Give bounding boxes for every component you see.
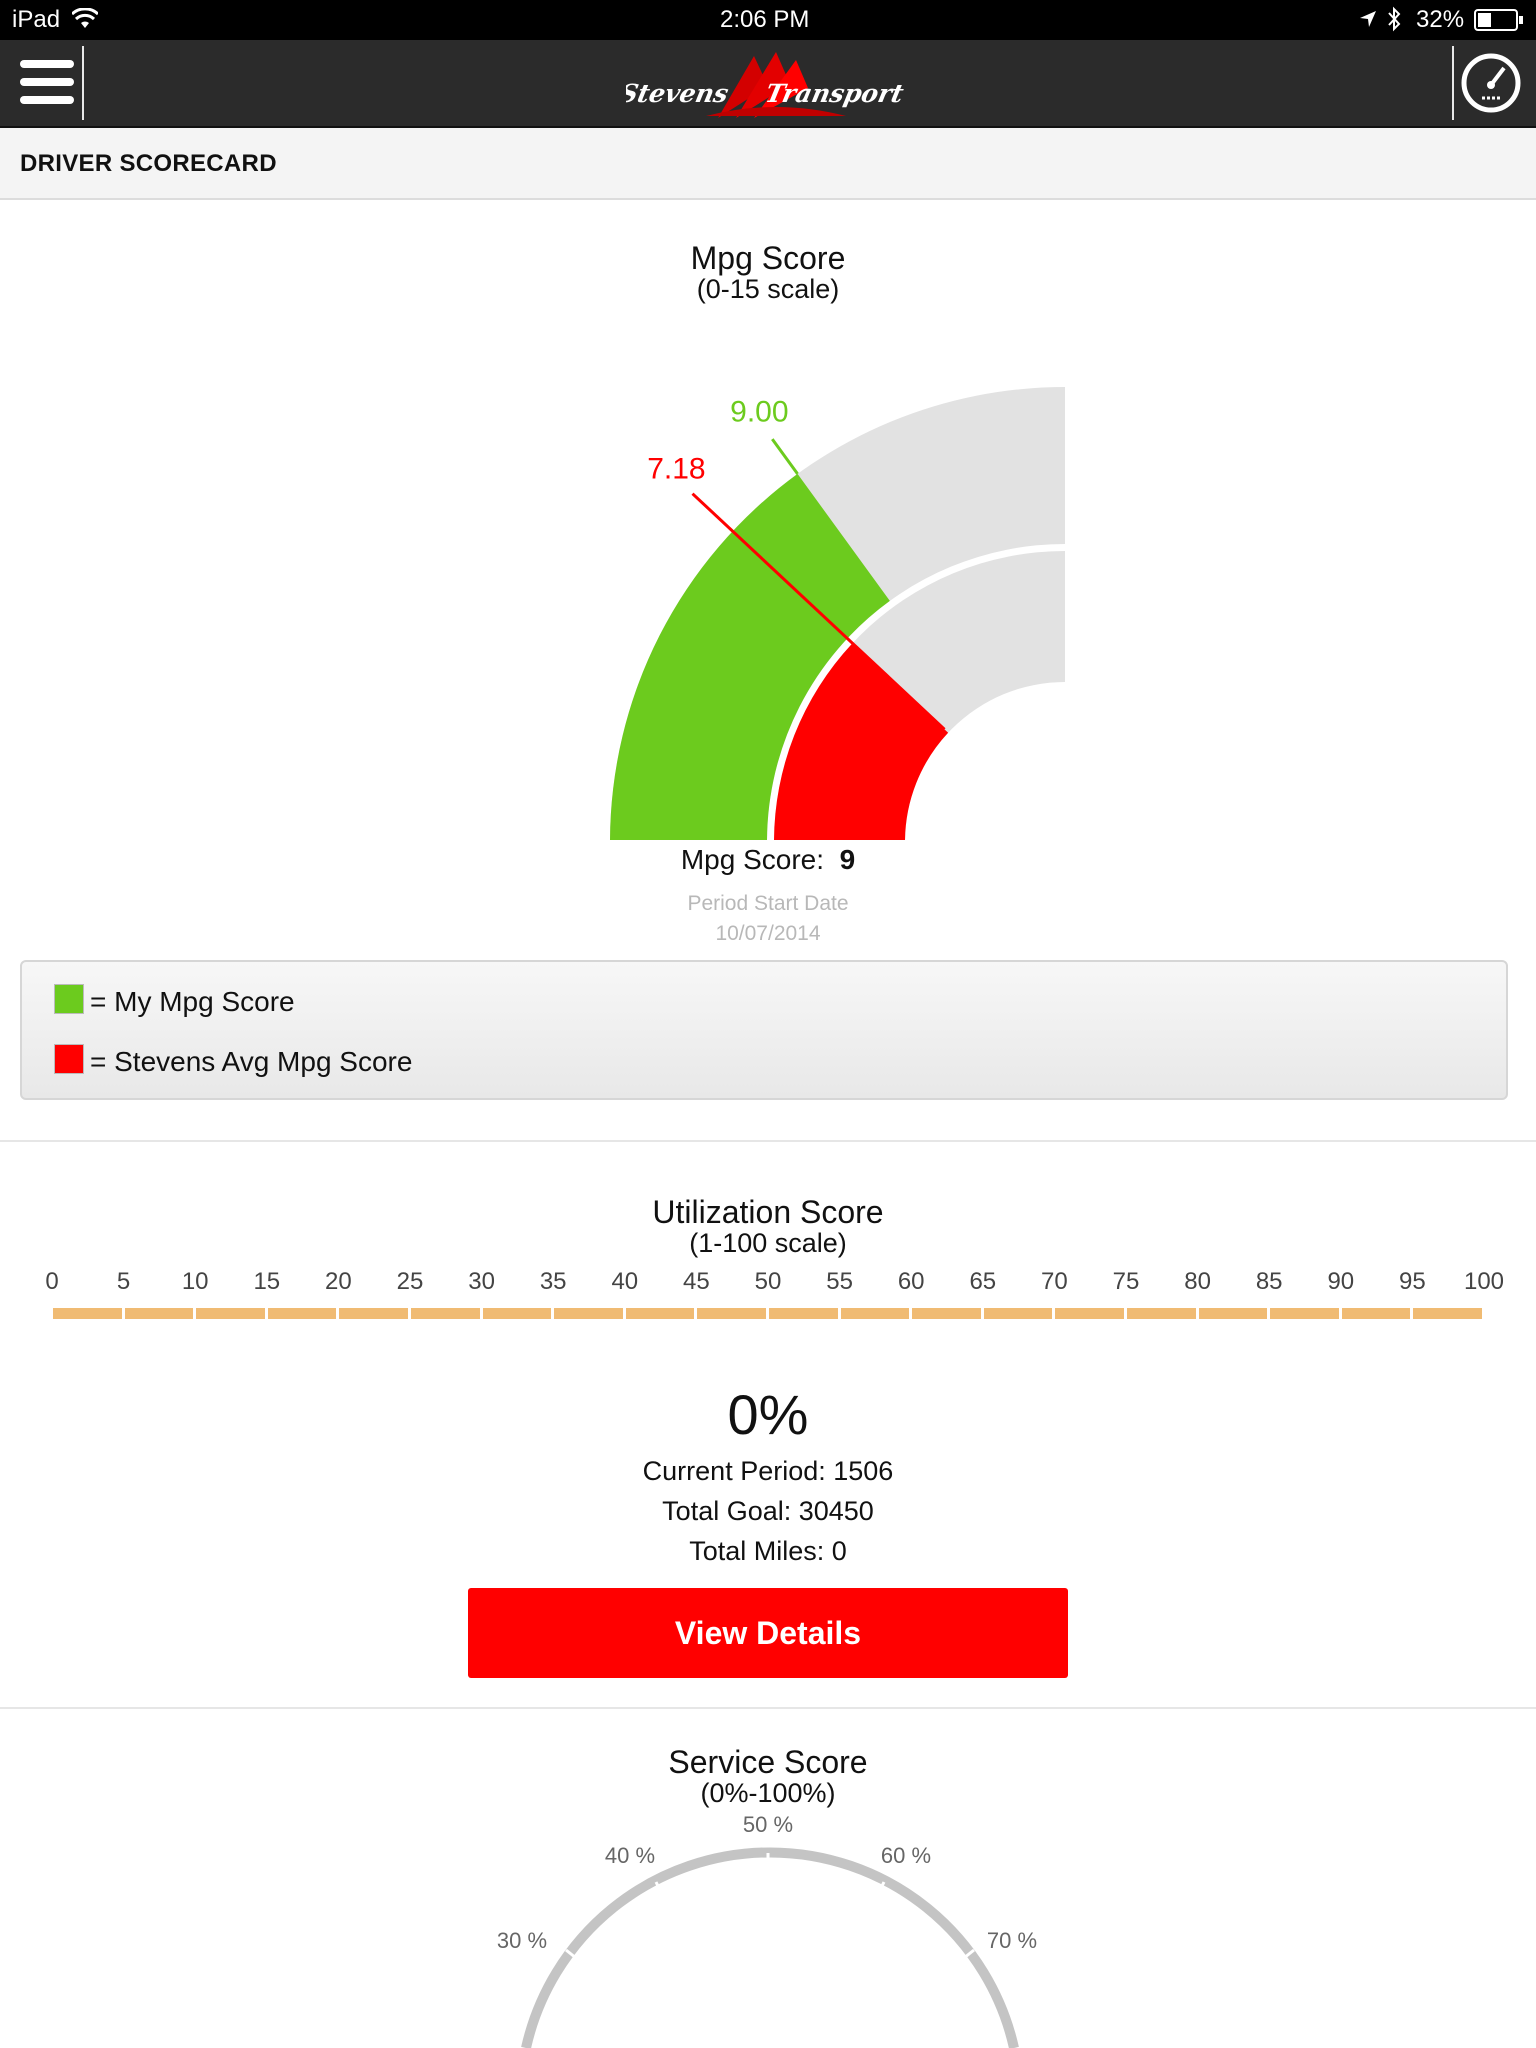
- avg-mpg-label: 7.18: [647, 453, 705, 486]
- battery-icon: [1474, 9, 1523, 31]
- utilization-tick-label: 80: [1184, 1268, 1211, 1295]
- avg-mpg-pointer: [691, 492, 946, 731]
- service-tick-label: 30 %: [497, 1928, 547, 1953]
- legend-avg-mpg: = Stevens Avg Mpg Score: [90, 1046, 413, 1077]
- utilization-scale-segment: [1270, 1308, 1339, 1319]
- period-start-label: Period Start Date: [687, 892, 849, 915]
- utilization-title: Utilization Score: [652, 1194, 884, 1230]
- utilization-scale-segment: [267, 1308, 337, 1319]
- device-name: iPad: [12, 6, 61, 33]
- utilization-tick-label: 90: [1327, 1268, 1355, 1295]
- section-title: DRIVER SCORECARD: [20, 150, 277, 177]
- nav-bar: Stevens Transport: [0, 40, 1536, 128]
- utilization-tick-label: 100: [1463, 1268, 1505, 1295]
- mpg-score-value: 9: [839, 844, 856, 875]
- mpg-subtitle: (0-15 scale): [696, 274, 840, 304]
- hamburger-menu-button[interactable]: [20, 60, 74, 106]
- utilization-tick-label: 60: [897, 1268, 925, 1295]
- utilization-tick-label: 65: [969, 1268, 997, 1295]
- mpg-title: Mpg Score: [690, 240, 846, 276]
- utilization-tick-label: 70: [1041, 1268, 1068, 1295]
- utilization-scale-segment: [912, 1308, 981, 1319]
- utilization-subtitle: (1-100 scale): [689, 1228, 847, 1258]
- status-bar: iPad 2:06 PM 32%: [0, 0, 1536, 40]
- utilization-tick-label: 85: [1255, 1268, 1283, 1295]
- battery-percent: 32%: [1416, 6, 1465, 33]
- divider: [1452, 46, 1454, 120]
- utilization-scale-segment: [1198, 1308, 1268, 1319]
- service-tick-label: 50 %: [743, 1812, 793, 1837]
- utilization-tick-label: 25: [396, 1268, 424, 1295]
- legend-my-mpg: = My Mpg Score: [90, 986, 295, 1017]
- legend-swatch-green: [54, 984, 84, 1014]
- utilization-scale-segment: [625, 1308, 695, 1319]
- my-mpg-pointer: [771, 438, 799, 475]
- utilization-scale-segment: [411, 1308, 480, 1319]
- bluetooth-icon: [1388, 6, 1401, 32]
- utilization-tick-label: 95: [1399, 1268, 1426, 1295]
- utilization-scale-segment: [196, 1308, 265, 1319]
- utilization-tick-label: 55: [826, 1268, 853, 1295]
- my-mpg-bar: [610, 473, 890, 840]
- utilization-tick-label: 0: [45, 1268, 59, 1295]
- clock: 2:06 PM: [720, 6, 810, 33]
- utilization-scale-segment: [1413, 1308, 1482, 1319]
- period-start-date: 10/07/2014: [715, 922, 821, 945]
- legend-swatch-red: [54, 1044, 84, 1074]
- utilization-scale-segment: [769, 1308, 838, 1319]
- utilization-tick-label: 5: [116, 1268, 131, 1295]
- my-mpg-label: 9.00: [730, 395, 788, 428]
- utilization-scale-segment: [339, 1308, 408, 1319]
- utilization-scale-segment: [1127, 1308, 1196, 1319]
- svg-text:Transport: Transport: [763, 78, 907, 108]
- location-arrow-icon: [1360, 11, 1376, 27]
- mpg-gauge-chart: 9.00 7.18: [610, 387, 1065, 840]
- service-title: Service Score: [668, 1744, 868, 1780]
- utilization-tick-label: 40: [611, 1268, 639, 1295]
- service-tick-label: 70 %: [987, 1928, 1037, 1953]
- svg-text:Stevens: Stevens: [626, 78, 731, 108]
- divider: [82, 46, 84, 120]
- mpg-score-line: Mpg Score: 9: [0, 844, 1536, 876]
- utilization-tick-label: 20: [325, 1268, 352, 1295]
- utilization-tick-label: 10: [181, 1268, 209, 1295]
- section-header: DRIVER SCORECARD: [0, 128, 1536, 200]
- service-tick-label: 40 %: [605, 1843, 655, 1868]
- section-divider: [0, 1140, 1536, 1142]
- utilization-scale-segment: [53, 1308, 122, 1319]
- section-divider: [0, 1707, 1536, 1709]
- utilization-scale-segment: [983, 1308, 1053, 1319]
- utilization-tick-label: 35: [539, 1268, 567, 1295]
- view-details-button[interactable]: View Details: [468, 1588, 1068, 1678]
- brand-logo: Stevens Transport: [617, 46, 910, 122]
- total-miles: Total Miles: 0: [689, 1536, 847, 1566]
- speedometer-icon[interactable]: [1460, 52, 1522, 114]
- service-subtitle: (0%-100%): [700, 1778, 836, 1808]
- utilization-tick-label: 30: [468, 1268, 495, 1295]
- utilization-scale-segment: [554, 1308, 623, 1319]
- mpg-legend: = My Mpg Score = Stevens Avg Mpg Score: [20, 960, 1508, 1100]
- utilization-scale-segment: [124, 1308, 194, 1319]
- utilization-scale-segment: [1055, 1308, 1124, 1319]
- utilization-tick-label: 75: [1112, 1268, 1140, 1295]
- utilization-scale-segment: [840, 1308, 910, 1319]
- current-period: Current Period: 1506: [642, 1456, 894, 1486]
- service-gauge-chart: 50 % 40 % 60 % 30 % 70 %: [497, 1812, 1037, 2048]
- utilization-percent: 0%: [727, 1383, 809, 1446]
- wifi-icon: [72, 8, 98, 28]
- utilization-scale-segment: [1341, 1308, 1411, 1319]
- utilization-scale-segment: [697, 1308, 766, 1319]
- mpg-score-label: Mpg Score:: [680, 844, 825, 875]
- utilization-scale-segment: [482, 1308, 552, 1319]
- utilization-tick-label: 50: [754, 1268, 782, 1295]
- service-tick-label: 60 %: [881, 1843, 931, 1868]
- utilization-tick-label: 45: [683, 1268, 710, 1295]
- total-goal: Total Goal: 30450: [662, 1496, 874, 1526]
- utilization-tick-label: 15: [253, 1268, 281, 1295]
